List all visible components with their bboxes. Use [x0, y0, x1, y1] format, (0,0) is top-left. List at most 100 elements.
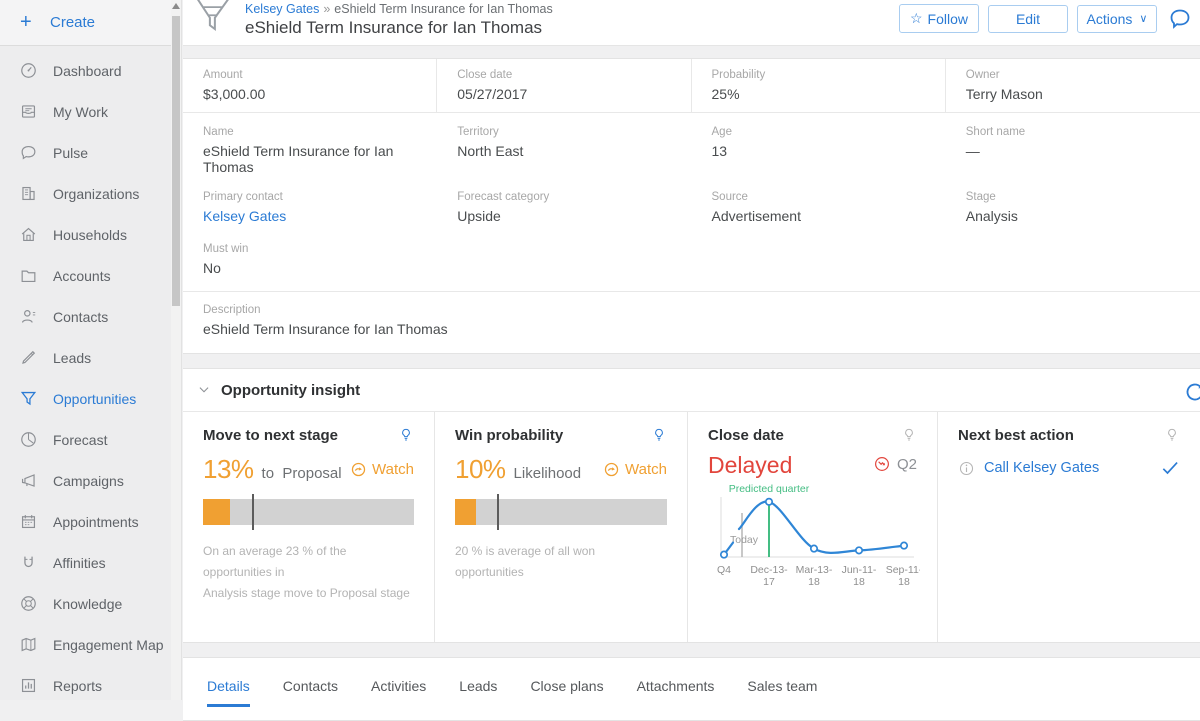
sidebar-scrollbar[interactable]	[171, 0, 181, 700]
breadcrumb: Kelsey Gates» eShield Term Insurance for …	[245, 2, 553, 16]
average-marker	[497, 494, 500, 530]
chat-icon[interactable]	[1168, 7, 1192, 31]
predicted-quarter-badge: Q2	[896, 455, 917, 473]
collapse-chevron-icon[interactable]	[197, 383, 211, 397]
insight-header: Opportunity insight	[183, 369, 1200, 412]
field-forecast-category: Forecast category Upside	[437, 178, 691, 227]
svg-text:Jun-11-: Jun-11-	[842, 564, 877, 576]
info-icon[interactable]	[958, 460, 975, 477]
tab-contacts[interactable]: Contacts	[282, 678, 339, 694]
sidebar-item-label: My Work	[53, 103, 108, 120]
field-label: Name	[203, 126, 234, 138]
svg-text:Predicted quarter: Predicted quarter	[729, 483, 810, 495]
svg-text:Sep-11-: Sep-11-	[886, 564, 920, 576]
breadcrumb-separator: »	[323, 2, 331, 16]
record-header: Kelsey Gates» eShield Term Insurance for …	[183, 0, 1200, 46]
sidebar-item-knowledge[interactable]: Knowledge	[0, 583, 181, 624]
organizations-icon	[19, 184, 38, 203]
next-best-action-row: Call Kelsey Gates	[958, 458, 1180, 478]
svg-text:18: 18	[898, 576, 910, 588]
svg-text:Q4: Q4	[717, 564, 731, 576]
field-name: Name eShield Term Insurance for Ian Thom…	[183, 113, 437, 178]
field-value[interactable]: Kelsey Gates	[203, 208, 287, 224]
svg-text:Today: Today	[730, 534, 759, 546]
card-title: Win probability	[455, 427, 564, 444]
field-label: Source	[711, 191, 748, 203]
likelihood-label: Likelihood	[513, 465, 582, 482]
sidebar-item-organizations[interactable]: Organizations	[0, 173, 181, 214]
sidebar-item-my-work[interactable]: My Work	[0, 91, 181, 132]
field-source: Source Advertisement	[692, 178, 946, 227]
sidebar-item-label: Households	[53, 226, 127, 243]
opportunities-icon	[19, 389, 38, 408]
field-value: 25%	[711, 86, 740, 102]
field-label: Age	[711, 126, 732, 138]
next-action-link[interactable]: Call Kelsey Gates	[984, 460, 1100, 476]
watch-button-stage[interactable]: Watch	[350, 461, 414, 478]
star-icon: ☆	[909, 10, 923, 26]
sidebar-item-label: Forecast	[53, 431, 108, 448]
card-win-probability: Win probability 10% Likelihood Watch	[435, 412, 688, 642]
tab-details[interactable]: Details	[207, 678, 250, 707]
field-label: Territory	[457, 126, 499, 138]
probability-progress-bar	[455, 494, 667, 530]
card-close-date: Close date Delayed Q2 Today Predicted qua…	[688, 412, 938, 642]
sidebar-item-label: Leads	[53, 349, 92, 366]
sidebar-item-campaigns[interactable]: Campaigns	[0, 460, 181, 501]
scrollbar-thumb[interactable]	[172, 16, 180, 306]
field-label: Short name	[965, 126, 1026, 138]
card-title: Close date	[708, 427, 784, 444]
sidebar-item-appointments[interactable]: Appointments	[0, 501, 181, 542]
card-note: 20 % is average of all won opportunities	[455, 544, 596, 579]
sidebar-item-households[interactable]: Households	[0, 214, 181, 255]
description-row: Description eShield Term Insurance for I…	[183, 292, 1200, 353]
edit-button[interactable]: Edit	[988, 4, 1068, 33]
scroll-up-arrow-icon[interactable]	[172, 3, 180, 9]
sidebar-item-dashboard[interactable]: Dashboard	[0, 50, 181, 91]
sidebar-item-affinities[interactable]: Affinities	[0, 542, 181, 583]
field-label: Probability	[711, 69, 766, 81]
must-win-row: Must win No	[183, 227, 1200, 292]
svg-text:Dec-13-: Dec-13-	[750, 564, 788, 576]
watch-button-probability[interactable]: Watch	[603, 461, 667, 478]
tab-close-plans[interactable]: Close plans	[530, 678, 604, 694]
sidebar-item-label: Pulse	[53, 144, 89, 161]
leads-icon	[19, 348, 38, 367]
follow-button[interactable]: ☆ Follow	[899, 4, 979, 33]
forecast-icon	[19, 430, 38, 449]
tab-activities[interactable]: Activities	[371, 678, 427, 694]
sidebar-item-label: Opportunities	[53, 390, 137, 407]
sidebar-item-engagement-map[interactable]: Engagement Map	[0, 624, 181, 665]
detail-tabs-panel: Details Contacts Activities Leads Close …	[183, 657, 1200, 721]
tab-attachments[interactable]: Attachments	[636, 678, 715, 694]
refresh-icon[interactable]	[1183, 380, 1200, 404]
stage-move-percent: 13%	[203, 454, 254, 484]
tab-sales-team[interactable]: Sales team	[747, 678, 818, 694]
sidebar-item-label: Reports	[53, 677, 103, 694]
field-close-date: Close date 05/27/2017	[437, 59, 692, 112]
engagement-map-icon	[19, 635, 38, 654]
complete-check-icon[interactable]	[1160, 458, 1180, 478]
breadcrumb-link-contact[interactable]: Kelsey Gates	[245, 2, 320, 16]
households-icon	[19, 225, 38, 244]
sidebar-item-leads[interactable]: Leads	[0, 337, 181, 378]
sidebar-item-accounts[interactable]: Accounts	[0, 255, 181, 296]
sidebar-item-reports[interactable]: Reports	[0, 665, 181, 706]
actions-button[interactable]: Actions ∨	[1077, 4, 1157, 33]
sidebar-item-forecast[interactable]: Forecast	[0, 419, 181, 460]
page-title: eShield Term Insurance for Ian Thomas	[245, 18, 543, 37]
field-amount: Amount $3,000.00	[183, 59, 438, 112]
sidebar-item-pulse[interactable]: Pulse	[0, 132, 181, 173]
create-button[interactable]: + Create	[0, 0, 181, 46]
sidebar-item-opportunities[interactable]: Opportunities	[0, 378, 181, 419]
field-value: eShield Term Insurance for Ian Thomas	[203, 143, 394, 175]
field-stage: Stage Analysis	[946, 178, 1200, 227]
sidebar-item-contacts[interactable]: Contacts	[0, 296, 181, 337]
trend-down-icon	[873, 455, 891, 473]
dashboard-icon	[19, 61, 38, 80]
sidebar-nav: Dashboard My Work Pulse Organizations Ho…	[0, 46, 181, 706]
tab-leads[interactable]: Leads	[459, 678, 498, 694]
breadcrumb-current: eShield Term Insurance for Ian Thomas	[334, 2, 553, 16]
affinities-icon	[19, 553, 38, 572]
next-stage-name: Proposal	[282, 465, 342, 482]
